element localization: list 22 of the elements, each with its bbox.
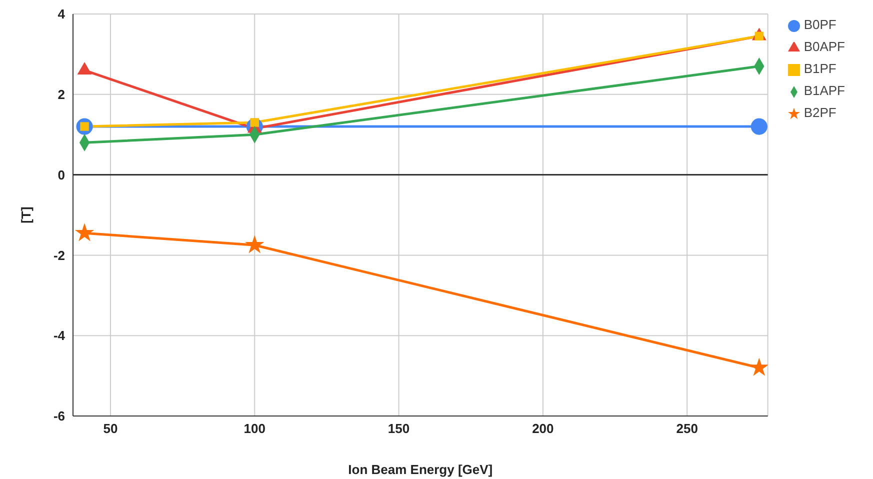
legend-label: B0APF <box>804 39 845 54</box>
y-tick-label: 0 <box>58 167 65 182</box>
x-tick-label: 100 <box>244 421 266 436</box>
x-tick-label: 150 <box>388 421 410 436</box>
y-tick-label: 2 <box>58 87 65 102</box>
y-tick-label: -2 <box>53 248 65 263</box>
legend-label: B0PF <box>804 17 836 32</box>
point <box>750 118 768 135</box>
x-tick-label: 50 <box>103 421 118 436</box>
y-axis-title: [T] <box>18 206 34 224</box>
point <box>246 236 264 252</box>
x-tick-label: 250 <box>676 421 698 436</box>
point <box>76 224 94 240</box>
x-tick-label: 200 <box>532 421 554 436</box>
y-tick-label: 4 <box>58 6 66 22</box>
legend-label: B2PF <box>804 105 836 120</box>
x-axis-title: Ion Beam Energy [GeV] <box>348 462 493 477</box>
legend-label: B1PF <box>804 61 836 76</box>
legend-label: B1APF <box>804 83 845 98</box>
y-tick-label: -4 <box>53 328 66 344</box>
y-tick-label: -6 <box>53 408 65 424</box>
point <box>750 358 768 376</box>
